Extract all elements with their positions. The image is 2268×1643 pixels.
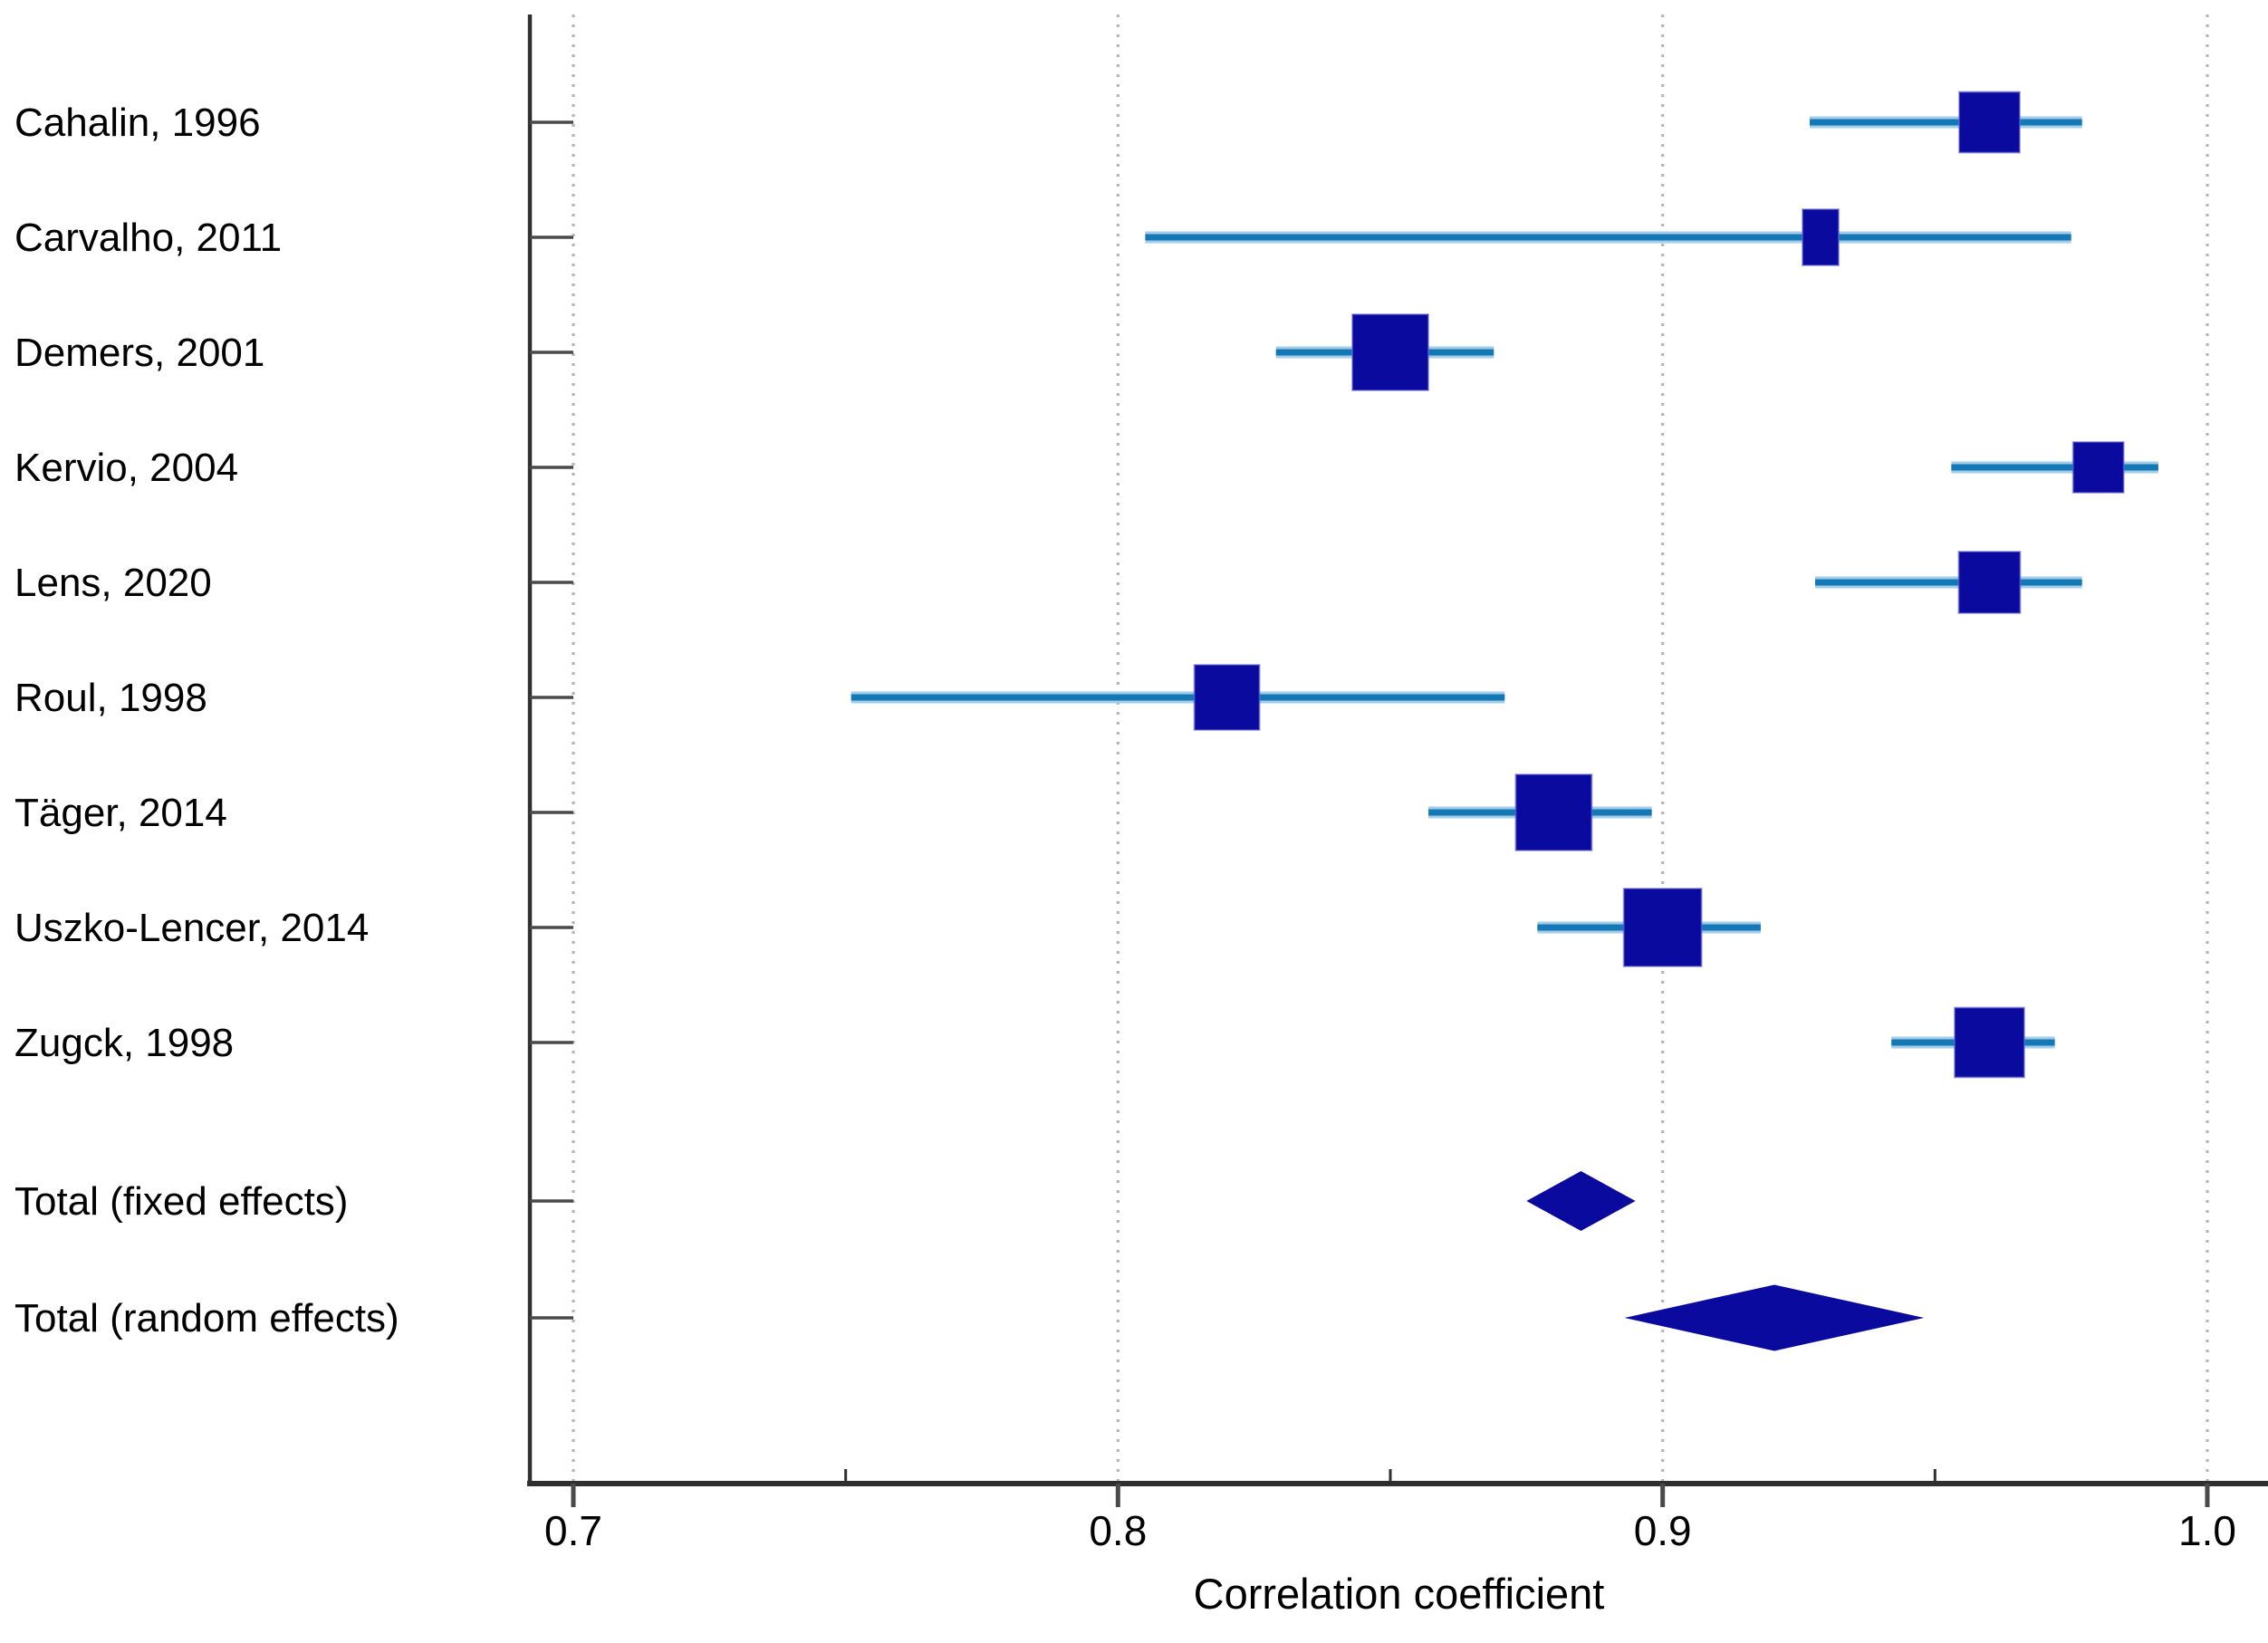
study-marker xyxy=(2071,441,2125,494)
x-tick-label: 0.7 xyxy=(544,1507,602,1554)
x-tick-label: 0.8 xyxy=(1089,1507,1147,1554)
x-axis-title: Correlation coefficient xyxy=(1194,1570,1605,1618)
study-marker xyxy=(1514,773,1593,851)
pooled-diamond xyxy=(1526,1171,1636,1231)
x-tick-label: 1.0 xyxy=(2178,1507,2236,1554)
study-marker xyxy=(1957,551,2022,614)
study-label: Uszko-Lencer, 2014 xyxy=(14,906,369,950)
study-label: Carvalho, 2011 xyxy=(14,216,282,260)
study-marker xyxy=(1953,1006,2025,1079)
study-label: Demers, 2001 xyxy=(14,331,264,375)
study-label: Lens, 2020 xyxy=(14,561,212,605)
study-label: Zugck, 1998 xyxy=(14,1021,234,1065)
study-marker xyxy=(1351,313,1429,391)
study-label: Roul, 1998 xyxy=(14,676,207,720)
study-label: Täger, 2014 xyxy=(14,791,227,835)
study-marker xyxy=(1802,208,1840,266)
study-label: Kervio, 2004 xyxy=(14,446,238,490)
study-marker xyxy=(1622,888,1703,967)
study-marker xyxy=(1957,91,2021,154)
total-label: Total (fixed effects) xyxy=(14,1179,348,1224)
study-label: Cahalin, 1996 xyxy=(14,101,261,145)
pooled-diamond xyxy=(1624,1284,1925,1351)
x-tick-label: 0.9 xyxy=(1634,1507,1692,1554)
total-label: Total (random effects) xyxy=(14,1296,399,1340)
study-marker xyxy=(1193,664,1261,731)
